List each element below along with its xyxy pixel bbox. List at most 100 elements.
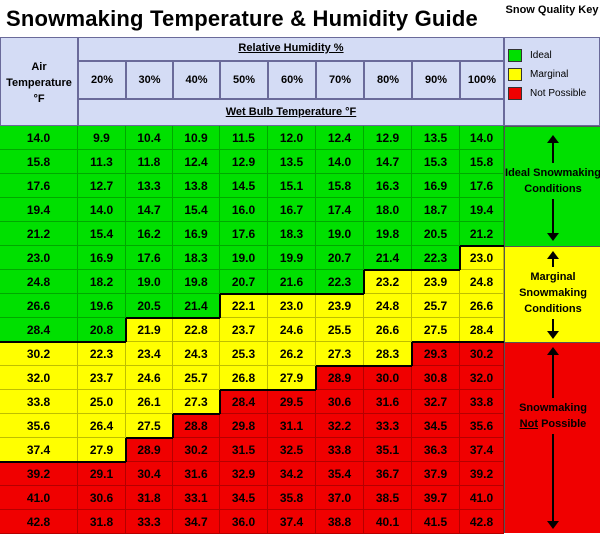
wet-bulb-cell: 17.6 bbox=[220, 222, 268, 246]
wet-bulb-cell: 29.5 bbox=[268, 390, 316, 414]
air-temperature-cell: 28.4 bbox=[0, 318, 78, 342]
wet-bulb-cell: 26.8 bbox=[220, 366, 268, 390]
wet-bulb-cell: 23.9 bbox=[316, 294, 364, 318]
wet-bulb-cell: 18.3 bbox=[173, 246, 220, 270]
wet-bulb-cell: 15.8 bbox=[460, 150, 504, 174]
key-swatch-marginal bbox=[508, 68, 522, 81]
arrow-up-icon bbox=[547, 135, 559, 143]
wet-bulb-cell: 19.9 bbox=[268, 246, 316, 270]
air-temperature-cell: 35.6 bbox=[0, 414, 78, 438]
zone-boundary bbox=[173, 317, 220, 319]
not-possible-line-2: Not Possible bbox=[505, 416, 600, 432]
arrow-down-icon bbox=[547, 331, 559, 339]
wet-bulb-cell: 19.0 bbox=[316, 222, 364, 246]
wet-bulb-cell: 19.6 bbox=[78, 294, 126, 318]
wet-bulb-cell: 35.4 bbox=[316, 462, 364, 486]
key-label-marginal: Marginal bbox=[530, 69, 569, 80]
air-temperature-cell: 37.4 bbox=[0, 438, 78, 462]
wet-bulb-cell: 12.9 bbox=[364, 126, 412, 150]
air-temperature-cell: 14.0 bbox=[0, 126, 78, 150]
wet-bulb-cell: 31.6 bbox=[173, 462, 220, 486]
wet-bulb-cell: 28.8 bbox=[173, 414, 220, 438]
wet-bulb-cell: 14.0 bbox=[460, 126, 504, 150]
wet-bulb-cell: 36.0 bbox=[220, 510, 268, 534]
wet-bulb-cell: 30.8 bbox=[412, 366, 460, 390]
humidity-column-header: 20% bbox=[90, 74, 114, 86]
zone-boundary bbox=[268, 293, 316, 295]
wet-bulb-cell: 26.1 bbox=[126, 390, 173, 414]
wet-bulb-cell: 30.4 bbox=[126, 462, 173, 486]
wet-bulb-cell: 27.9 bbox=[268, 366, 316, 390]
air-temperature-cell: 17.6 bbox=[0, 174, 78, 198]
wet-bulb-cell: 17.4 bbox=[316, 198, 364, 222]
wet-bulb-cell: 14.0 bbox=[78, 198, 126, 222]
zone-boundary bbox=[78, 341, 126, 343]
zone-boundary bbox=[316, 293, 364, 295]
wet-bulb-cell: 19.0 bbox=[126, 270, 173, 294]
wet-bulb-cell: 33.8 bbox=[460, 390, 504, 414]
zone-boundary bbox=[78, 461, 126, 463]
humidity-column-header: 70% bbox=[328, 74, 352, 86]
table-row: 33.8 25.0 26.1 27.3 28.4 29.5 30.6 31.6 32.7 33.8 bbox=[0, 390, 504, 414]
zone-boundary bbox=[219, 294, 221, 318]
table-row: 35.6 26.4 27.5 28.8 29.8 31.1 32.2 33.3 34.5 35.6 bbox=[0, 414, 504, 438]
arrow-up-icon bbox=[547, 251, 559, 259]
wet-bulb-cell: 30.6 bbox=[78, 486, 126, 510]
wet-bulb-cell: 12.4 bbox=[316, 126, 364, 150]
wet-bulb-cell: 19.8 bbox=[173, 270, 220, 294]
wet-bulb-cell: 23.9 bbox=[412, 270, 460, 294]
humidity-column-header: 40% bbox=[185, 74, 208, 86]
wet-bulb-cell: 28.9 bbox=[316, 366, 364, 390]
zone-boundary bbox=[0, 341, 78, 343]
wet-bulb-cell: 23.4 bbox=[126, 342, 173, 366]
wet-bulb-cell: 28.4 bbox=[220, 390, 268, 414]
ideal-conditions-panel: Ideal Snowmaking Conditions bbox=[504, 126, 600, 246]
wet-bulb-cell: 12.9 bbox=[220, 150, 268, 174]
humidity-column-header-box bbox=[460, 61, 504, 99]
humidity-column-header: 80% bbox=[376, 74, 400, 86]
wet-bulb-cell: 37.0 bbox=[316, 486, 364, 510]
wet-bulb-cell: 27.3 bbox=[173, 390, 220, 414]
wet-bulb-cell: 37.4 bbox=[460, 438, 504, 462]
wet-bulb-cell: 16.7 bbox=[268, 198, 316, 222]
wet-bulb-cell: 11.8 bbox=[126, 150, 173, 174]
wet-bulb-cell: 24.6 bbox=[268, 318, 316, 342]
wet-bulb-cell: 20.7 bbox=[220, 270, 268, 294]
wet-bulb-cell: 29.8 bbox=[220, 414, 268, 438]
table-row: 42.8 31.8 33.3 34.7 36.0 37.4 38.8 40.1 41.5 42.8 bbox=[0, 510, 504, 534]
wet-bulb-cell: 15.4 bbox=[78, 222, 126, 246]
wet-bulb-cell: 23.0 bbox=[268, 294, 316, 318]
humidity-column-header-box bbox=[316, 61, 364, 99]
zone-boundary bbox=[125, 318, 127, 342]
wet-bulb-cell: 15.4 bbox=[173, 198, 220, 222]
wet-bulb-cell: 18.7 bbox=[412, 198, 460, 222]
wet-bulb-cell: 14.5 bbox=[220, 174, 268, 198]
humidity-column-header: 50% bbox=[232, 74, 256, 86]
humidity-column-header-box bbox=[220, 61, 268, 99]
wet-bulb-cell: 32.0 bbox=[460, 366, 504, 390]
zone-boundary bbox=[220, 293, 268, 295]
arrow-down-icon bbox=[547, 521, 559, 529]
wet-bulb-cell: 28.3 bbox=[364, 342, 412, 366]
snow-quality-key-heading: Snow Quality Key bbox=[505, 4, 599, 16]
wet-bulb-cell: 22.1 bbox=[220, 294, 268, 318]
key-swatch-not-possible bbox=[508, 87, 522, 100]
air-temperature-header: Air Temperature °F bbox=[6, 61, 72, 105]
zone-boundary bbox=[364, 269, 412, 271]
wet-bulb-cell: 13.8 bbox=[173, 174, 220, 198]
wet-bulb-cell: 23.7 bbox=[78, 366, 126, 390]
wet-bulb-cell: 30.0 bbox=[364, 366, 412, 390]
wet-bulb-cell: 21.6 bbox=[268, 270, 316, 294]
wet-bulb-cell: 12.4 bbox=[173, 150, 220, 174]
wet-bulb-cell: 16.9 bbox=[173, 222, 220, 246]
wet-bulb-cell: 39.2 bbox=[460, 462, 504, 486]
wet-bulb-cell: 19.0 bbox=[220, 246, 268, 270]
table-row: 24.8 18.2 19.0 19.8 20.7 21.6 22.3 23.2 23.9 24.8 bbox=[0, 270, 504, 294]
wet-bulb-cell: 13.3 bbox=[126, 174, 173, 198]
air-temperature-cell: 33.8 bbox=[0, 390, 78, 414]
wet-bulb-cell: 37.4 bbox=[268, 510, 316, 534]
air-temperature-cell: 19.4 bbox=[0, 198, 78, 222]
zone-boundary bbox=[412, 269, 460, 271]
wet-bulb-cell: 27.5 bbox=[126, 414, 173, 438]
wet-bulb-cell: 18.2 bbox=[78, 270, 126, 294]
